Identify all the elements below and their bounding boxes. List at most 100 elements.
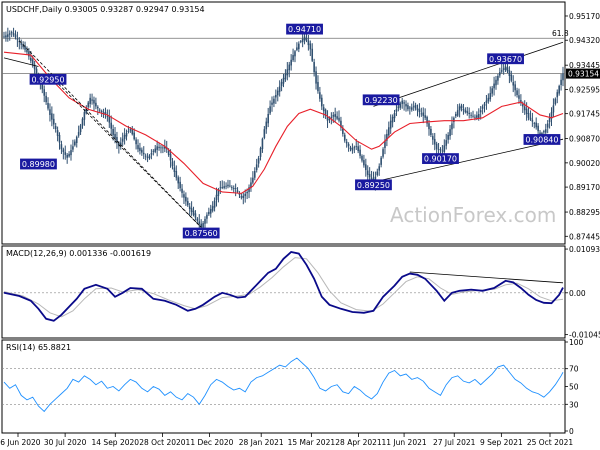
rsi-tick-label: 100	[569, 338, 584, 347]
candle-body	[292, 55, 294, 61]
candle-body	[476, 115, 478, 118]
x-tick-label: 30 Jul 2020	[44, 438, 87, 447]
candle-body	[179, 181, 181, 189]
x-tick-label: 28 Oct 2020	[139, 438, 186, 447]
price-tick-label: 0.92595	[569, 85, 600, 94]
level-label-box	[355, 179, 392, 191]
candle-body	[500, 70, 503, 72]
level-label-text: 0.90170	[424, 155, 457, 164]
candle-body	[112, 129, 114, 135]
candle-body	[183, 194, 185, 198]
candle-body	[146, 156, 149, 158]
level-label-text: 0.89980	[22, 160, 55, 169]
candle-body	[397, 106, 400, 109]
candle-body	[537, 125, 539, 132]
price-tick-label: 0.90020	[569, 159, 600, 168]
candle-body	[514, 84, 516, 91]
candle-body	[504, 66, 507, 70]
level-labels: 0.92950 0.89980 0.87560 0.94710 0.92230 0.892…	[20, 23, 561, 239]
candle-body	[49, 109, 51, 115]
candle-body	[340, 120, 342, 128]
fib-label: 61.8	[552, 29, 569, 38]
candle-body	[79, 125, 82, 133]
candle-body	[98, 109, 101, 111]
candle-body	[211, 206, 214, 211]
candle-body	[512, 82, 515, 86]
candle-body	[489, 93, 492, 100]
candle-body	[150, 153, 153, 155]
candle-body	[552, 105, 555, 113]
level-label-box	[523, 134, 561, 145]
current-price-value: 0.93154	[568, 70, 599, 79]
candle-body	[206, 214, 208, 219]
current-price-tag: 0.93154	[566, 68, 600, 79]
candle-body	[424, 115, 426, 118]
candle-body	[403, 102, 405, 104]
macd-signal-line	[3, 257, 564, 318]
candle-body	[474, 116, 476, 118]
candle-body	[483, 103, 486, 106]
candle-body	[66, 154, 68, 158]
candle-body	[420, 113, 423, 115]
candle-body	[267, 113, 269, 124]
candle-body	[102, 112, 105, 114]
candle-body	[342, 128, 344, 134]
candle-body	[246, 191, 248, 194]
candle-body	[531, 119, 534, 122]
candle-body	[74, 141, 76, 146]
candle-body	[305, 37, 308, 41]
candle-body	[196, 218, 199, 221]
candle-body	[389, 120, 392, 129]
candle-body	[213, 200, 216, 208]
candle-body	[387, 127, 390, 136]
level-label-text: 0.94710	[288, 25, 321, 34]
candle-body	[330, 116, 333, 119]
moving-average-line	[3, 51, 564, 194]
x-tick-label: 16 Jun 2020	[0, 438, 41, 447]
candle-body	[248, 187, 250, 193]
candle-body	[60, 144, 63, 150]
candle-body	[35, 68, 38, 75]
candle-body	[322, 107, 325, 112]
candle-body	[456, 110, 459, 116]
candle-body	[89, 97, 91, 104]
candle-body	[51, 113, 53, 120]
candle-body	[502, 68, 505, 70]
candle-body	[81, 118, 84, 126]
candle-body	[539, 132, 541, 135]
candle-body	[282, 77, 285, 84]
price-candles	[3, 27, 564, 232]
candle-body	[108, 116, 111, 123]
candle-body	[114, 133, 116, 139]
candle-body	[204, 218, 206, 224]
candle-body	[303, 36, 306, 41]
candle-body	[162, 147, 164, 149]
candle-body	[319, 92, 321, 99]
candle-body	[518, 95, 520, 99]
x-tick-label: 27 Jul 2021	[433, 438, 476, 447]
candle-body	[275, 94, 277, 98]
macd-line	[3, 251, 564, 322]
rsi-tick-label: 0	[569, 427, 574, 436]
candle-body	[363, 160, 365, 166]
candle-body	[28, 51, 30, 57]
candle-body	[20, 43, 23, 45]
candle-body	[495, 79, 497, 86]
candle-body	[472, 115, 474, 117]
x-tick-label: 9 Sep 2021	[480, 438, 523, 447]
candle-body	[466, 111, 469, 114]
level-label: 0.89980	[20, 158, 57, 170]
candle-body	[240, 196, 243, 198]
candle-body	[22, 44, 24, 48]
candle-body	[521, 104, 524, 107]
candle-body	[343, 134, 346, 141]
candle-body	[535, 122, 537, 128]
candle-body	[290, 59, 292, 66]
watermark: ActionForex.com	[390, 203, 556, 227]
candle-body	[508, 70, 511, 76]
candle-body	[479, 110, 482, 113]
price-tick-label: 0.89170	[569, 183, 600, 192]
candle-body	[252, 177, 254, 183]
candle-body	[347, 144, 350, 147]
candle-body	[133, 132, 135, 140]
